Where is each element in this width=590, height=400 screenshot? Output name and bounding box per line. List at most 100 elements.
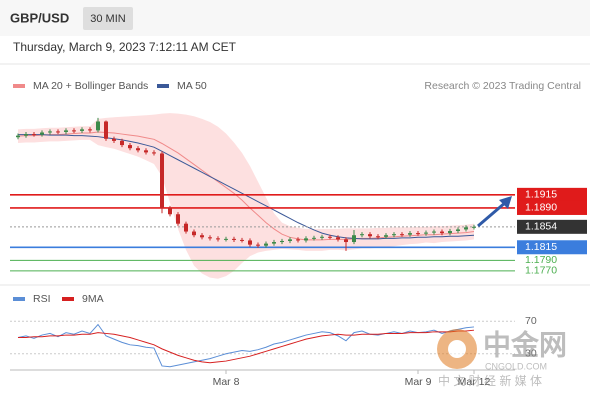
candle-body — [432, 231, 436, 233]
candle-body — [128, 145, 132, 149]
candle-body — [40, 132, 44, 135]
ma-line — [17, 131, 475, 241]
watermark-tagline: 中 文 财 经 新 媒 体 — [438, 373, 542, 388]
candle-body — [344, 239, 348, 243]
candle-body — [320, 236, 324, 238]
candle-body — [48, 131, 52, 133]
x-tick-label: Mar 12 — [458, 376, 491, 388]
candle-body — [368, 234, 372, 237]
candle-body — [272, 242, 276, 244]
candle-body — [280, 240, 284, 243]
legend-swatch — [13, 297, 25, 301]
timeframe-button[interactable] — [83, 7, 133, 30]
plot: MA 20 + Bollinger Bands MA 50 RSI 9MA 1.1915… — [10, 80, 587, 388]
arrow-head — [499, 196, 512, 209]
legend-label: RSI — [33, 293, 51, 305]
legend-swatch — [157, 84, 169, 88]
arrow-shaft — [477, 200, 507, 228]
candle-body — [448, 231, 452, 234]
candle-body — [264, 243, 268, 246]
candle-body — [384, 235, 388, 237]
candle-body — [296, 239, 300, 241]
level-label: 1.1854 — [525, 221, 557, 233]
candle-body — [24, 134, 28, 136]
rsi-tick-label: 70 — [525, 315, 537, 327]
candle-body — [216, 238, 220, 240]
candle-body — [376, 236, 380, 238]
candle-body — [224, 238, 228, 240]
level-label-box — [517, 200, 587, 215]
legend-label: 9MA — [82, 293, 104, 305]
candle-body — [160, 153, 164, 208]
rsi-tick-label: 30 — [525, 348, 537, 360]
candle-body — [352, 235, 356, 243]
symbol: GBP/USD — [10, 10, 69, 25]
watermark: 中金网 CNGOLD.COM 中 文 财 经 新 媒 体 — [437, 328, 567, 388]
legend-label: MA 50 — [177, 80, 207, 92]
candle-body — [112, 138, 116, 141]
level-label: 1.1815 — [525, 241, 557, 253]
level-label-box — [517, 240, 587, 255]
candle-body — [104, 121, 108, 139]
candle-body — [152, 152, 156, 154]
candle-body — [184, 223, 188, 232]
candle-body — [88, 129, 92, 131]
level-label: 1.1770 — [525, 265, 557, 277]
credit: Research © 2023 Trading Central — [424, 80, 581, 92]
candle-body — [192, 231, 196, 236]
candle-body — [144, 150, 148, 153]
candle-body — [16, 135, 20, 138]
candle-body — [168, 207, 172, 215]
candle-body — [136, 148, 140, 151]
candle-body — [472, 226, 476, 228]
candle-body — [336, 237, 340, 240]
watermark-icon-inner — [448, 340, 466, 358]
watermark-domain: CNGOLD.COM — [485, 361, 547, 371]
candle-body — [400, 234, 404, 236]
candle-body — [208, 237, 212, 239]
candle-body — [328, 236, 332, 238]
candle-body — [80, 129, 84, 131]
candle-body — [200, 235, 204, 238]
candle-body — [408, 233, 412, 235]
x-tick-label: Mar 9 — [405, 376, 432, 388]
level-label-box — [517, 187, 587, 202]
candle-body — [456, 229, 460, 232]
trend-arrow — [477, 196, 512, 228]
rsi-line — [17, 323, 475, 368]
candle-body — [464, 227, 468, 230]
candle-body — [256, 244, 260, 246]
candle-body — [176, 214, 180, 224]
candle-body — [32, 134, 36, 136]
watermark-logo: 中金网 — [483, 328, 567, 360]
candle-body — [240, 239, 244, 241]
timeframe[interactable]: 30 MIN — [90, 13, 126, 25]
candle-body — [232, 238, 236, 240]
level-label: 1.1890 — [525, 202, 557, 214]
candle-body — [312, 237, 316, 239]
level-label: 1.1790 — [525, 254, 557, 266]
candle-body — [416, 233, 420, 235]
candle-body — [248, 240, 252, 245]
legend-swatch — [13, 84, 25, 88]
candle-body — [96, 121, 100, 131]
x-tick-label: Mar 8 — [213, 376, 240, 388]
candle-body — [120, 140, 124, 146]
legend-label: MA 20 + Bollinger Bands — [33, 80, 148, 92]
timestamp: Thursday, March 9, 2023 7:12:11 AM CET — [13, 40, 237, 54]
rsi-line — [18, 329, 475, 364]
candle-body — [424, 232, 428, 234]
level-label: 1.1915 — [525, 189, 557, 201]
candle-body — [360, 234, 364, 236]
candle-body — [440, 231, 444, 234]
candle-body — [56, 131, 60, 133]
candle-body — [304, 238, 308, 241]
level-label-box — [517, 219, 587, 234]
candle-body — [64, 130, 68, 132]
candle-body — [288, 239, 292, 241]
candle-body — [392, 234, 396, 236]
legend-swatch — [62, 297, 74, 301]
candle-body — [72, 130, 76, 132]
